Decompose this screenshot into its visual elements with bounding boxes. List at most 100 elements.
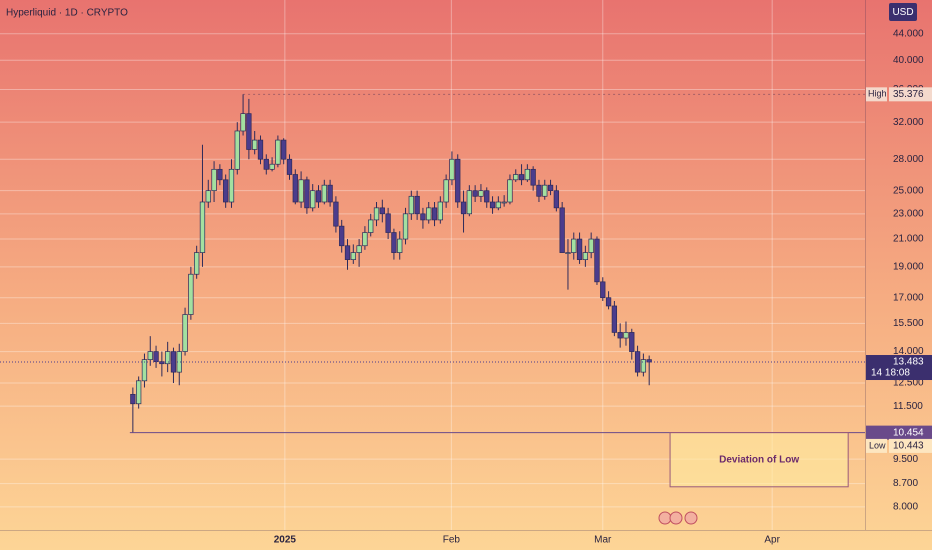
candle-body (449, 158, 455, 181)
y-tick-label: 44.000 (893, 28, 924, 39)
high-tag-value (889, 87, 932, 102)
y-tick-label: 28.000 (893, 154, 924, 165)
candle-body (640, 359, 647, 373)
candle-body (321, 184, 327, 203)
candle-body (327, 184, 333, 203)
candle-body (217, 168, 223, 181)
candle-body (600, 281, 606, 299)
candle-body (205, 190, 211, 203)
candle-body (228, 168, 235, 203)
y-tick-label: 40.000 (893, 55, 924, 66)
candle-body (240, 113, 246, 132)
y-tick-label: 8.700 (893, 478, 918, 489)
candle-body (315, 190, 322, 203)
candle-body (292, 174, 298, 203)
candle-body (484, 190, 490, 203)
candle-body (130, 393, 136, 405)
candle-body (466, 190, 472, 215)
candle-body (472, 190, 478, 197)
candle-body (513, 174, 519, 181)
candle-body (362, 232, 368, 247)
y-tick-label: 9.500 (893, 454, 918, 465)
countdown-label: 14 18:08 (871, 368, 910, 379)
candle-body (263, 158, 269, 170)
candle-body (350, 252, 356, 260)
x-tick-label: 2025 (274, 535, 297, 546)
candle-body (199, 201, 206, 253)
candle-body (194, 252, 200, 275)
deviation-label: Deviation of Low (719, 454, 799, 465)
candle-body (501, 201, 507, 204)
candle-body (397, 238, 403, 253)
candle-body (252, 139, 258, 150)
candle-body (368, 219, 374, 233)
candle-body (304, 179, 310, 209)
y-tick-label: 19.000 (893, 261, 924, 272)
candle-body (281, 139, 287, 160)
candle-body (246, 113, 252, 150)
candle-body (269, 163, 275, 170)
candle-body (495, 201, 501, 209)
last-price-tag (866, 355, 932, 381)
deviation-box (669, 432, 849, 488)
x-tick-label: Apr (764, 535, 780, 546)
candle-body (542, 184, 548, 197)
y-tick-label: 23.000 (893, 208, 924, 219)
candle-body (559, 207, 565, 253)
low-tag-value (889, 438, 932, 453)
candle-body (234, 130, 240, 170)
candle-body (547, 184, 554, 192)
low-tag-name (866, 438, 887, 453)
candle-body (426, 207, 432, 221)
y-tick-label: 12.500 (893, 378, 924, 389)
event-icons (658, 511, 698, 525)
candle-body (623, 332, 629, 339)
high-name: High (868, 89, 887, 99)
candle-body (286, 158, 293, 175)
high-tag-name (866, 87, 887, 102)
x-tick-label: Feb (443, 535, 461, 546)
candle-body (576, 238, 583, 260)
candle-body (629, 332, 635, 352)
candle-body (339, 225, 345, 247)
candle-body (141, 359, 148, 382)
candle-body (455, 158, 461, 203)
y-tick-label: 11.500 (893, 401, 923, 412)
candle-body (408, 195, 414, 215)
candle-body (333, 201, 339, 227)
candle-body (437, 201, 443, 221)
x-tick-label: Mar (594, 535, 612, 546)
candle-body (257, 139, 264, 160)
candle-body (588, 238, 594, 253)
level-tag (866, 425, 932, 440)
candle-body (518, 174, 525, 181)
candle-body (176, 351, 182, 373)
candle-body (536, 184, 542, 197)
candle-body (414, 195, 420, 215)
candle-body (420, 213, 426, 221)
candle-body (617, 332, 623, 339)
candle-body (136, 380, 142, 405)
candle-body (147, 351, 153, 360)
candle-body (385, 213, 391, 233)
candle-body (611, 305, 618, 333)
candle-body (478, 190, 484, 197)
y-tick-label: 21.000 (893, 234, 924, 245)
candle-body (310, 190, 316, 209)
candle-body (507, 179, 513, 203)
candle-body (530, 168, 536, 186)
low-name: Low (869, 440, 886, 450)
candle-body (298, 179, 304, 203)
currency-button[interactable] (889, 3, 917, 21)
candle-body (165, 351, 171, 365)
y-tick-label: 32.000 (893, 117, 924, 128)
chart-title: Hyperliquid · 1D · CRYPTO (6, 8, 128, 19)
high-value: 35.376 (893, 89, 924, 100)
currency-label[interactable]: USD (892, 7, 913, 18)
y-tick-label: 17.000 (893, 292, 924, 303)
candle-body (460, 201, 467, 215)
candle-body (356, 245, 362, 253)
candle-body (402, 213, 409, 240)
candle-body (571, 238, 577, 253)
